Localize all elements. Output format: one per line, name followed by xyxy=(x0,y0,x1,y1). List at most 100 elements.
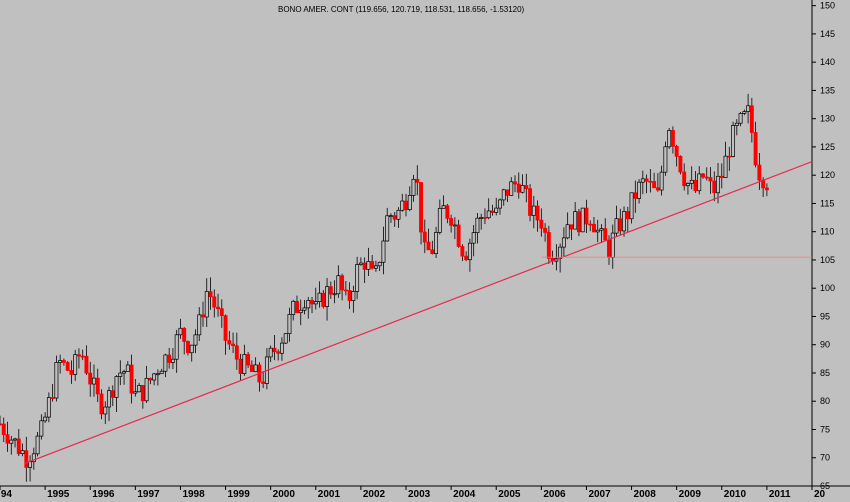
candle-down xyxy=(216,306,220,310)
candle-down xyxy=(633,192,638,199)
y-tick-label: 95 xyxy=(820,311,830,321)
candle-up xyxy=(467,242,472,261)
y-tick-label: 145 xyxy=(820,29,835,39)
candle-down xyxy=(625,211,630,220)
candle-down xyxy=(464,255,469,261)
candle-up xyxy=(622,211,626,232)
y-tick-label: 135 xyxy=(820,85,835,95)
candle-down xyxy=(321,292,326,307)
candle-up xyxy=(358,262,363,265)
x-tick-label: 1999 xyxy=(228,489,251,500)
x-tick-label: 2009 xyxy=(679,489,702,500)
x-tick-label: 2003 xyxy=(408,489,431,500)
candle-down xyxy=(231,343,236,347)
candle-up xyxy=(13,438,17,441)
candle-down xyxy=(682,171,687,187)
candle-up xyxy=(738,113,743,124)
candle-down xyxy=(392,215,397,220)
candle-up xyxy=(434,232,439,254)
candle-down xyxy=(61,360,66,363)
candle-down xyxy=(80,355,85,358)
candle-up xyxy=(629,192,634,220)
y-tick-label: 90 xyxy=(820,340,830,350)
y-tick-label: 150 xyxy=(820,1,835,11)
x-tick-label: 1996 xyxy=(92,489,115,500)
candle-down xyxy=(704,176,709,179)
candle-down xyxy=(513,181,517,185)
y-tick-label: 110 xyxy=(820,227,834,237)
candle-up xyxy=(355,264,360,292)
candle-up xyxy=(573,211,578,230)
candle-up xyxy=(302,307,307,311)
x-tick-label: 2010 xyxy=(724,489,747,500)
candle-down xyxy=(186,341,190,354)
y-tick-label: 120 xyxy=(820,170,835,180)
candle-up xyxy=(659,171,664,191)
candle-down xyxy=(719,175,724,178)
candle-down xyxy=(516,183,521,193)
candle-up xyxy=(39,420,44,437)
candle-up xyxy=(46,397,51,418)
candle-up xyxy=(610,232,615,258)
candle-up xyxy=(742,111,747,114)
candle-down xyxy=(422,231,427,243)
candle-down xyxy=(535,205,540,221)
candle-up xyxy=(291,300,296,315)
candle-up xyxy=(332,293,337,296)
candle-up xyxy=(599,228,604,231)
candle-down xyxy=(592,223,596,233)
candle-up xyxy=(268,347,273,358)
candle-up xyxy=(118,372,123,377)
candle-down xyxy=(674,145,679,157)
x-tick-label: 2005 xyxy=(498,489,521,500)
y-tick-label: 80 xyxy=(820,396,830,406)
candle-up xyxy=(411,178,416,196)
candle-down xyxy=(249,364,254,373)
y-tick-label: 130 xyxy=(820,114,835,124)
x-tick-label: 2001 xyxy=(318,489,341,500)
candle-up xyxy=(325,286,330,307)
candle-up xyxy=(396,209,401,220)
candle-down xyxy=(445,205,450,219)
candle-up xyxy=(125,364,130,372)
candle-down xyxy=(546,232,551,259)
candle-up xyxy=(159,370,164,375)
candle-up xyxy=(494,207,499,213)
candle-up xyxy=(351,291,356,301)
candle-up xyxy=(565,224,570,239)
x-tick-label: 2000 xyxy=(273,489,296,500)
y-tick-label: 85 xyxy=(820,368,830,378)
x-tick-label: 2002 xyxy=(363,489,386,500)
candle-down xyxy=(238,358,243,374)
candle-up xyxy=(170,358,175,363)
candle-down xyxy=(310,300,314,305)
candle-down xyxy=(1,423,6,435)
candle-up xyxy=(152,373,157,381)
candle-up xyxy=(520,185,525,193)
candle-up xyxy=(43,416,48,422)
candle-down xyxy=(276,351,281,354)
candle-down xyxy=(404,200,408,211)
candle-down xyxy=(99,393,104,415)
plot-area xyxy=(0,0,812,486)
candle-down xyxy=(208,291,213,298)
candle-up xyxy=(317,292,322,302)
candle-down xyxy=(328,286,333,295)
candle-down xyxy=(652,181,657,189)
candle-down xyxy=(234,345,239,360)
y-tick-label: 70 xyxy=(820,453,830,463)
x-tick-label: 20 xyxy=(814,489,826,500)
candle-up xyxy=(92,377,96,385)
candle-up xyxy=(279,342,284,354)
candle-down xyxy=(603,228,608,241)
candle-down xyxy=(95,377,100,395)
candle-down xyxy=(129,364,134,394)
candle-down xyxy=(712,180,717,194)
candle-up xyxy=(73,354,78,375)
candle-up xyxy=(373,265,378,269)
candle-up xyxy=(723,155,728,178)
candle-up xyxy=(31,453,36,463)
candle-up xyxy=(640,178,645,183)
candle-down xyxy=(69,370,74,375)
candle-down xyxy=(223,315,228,341)
